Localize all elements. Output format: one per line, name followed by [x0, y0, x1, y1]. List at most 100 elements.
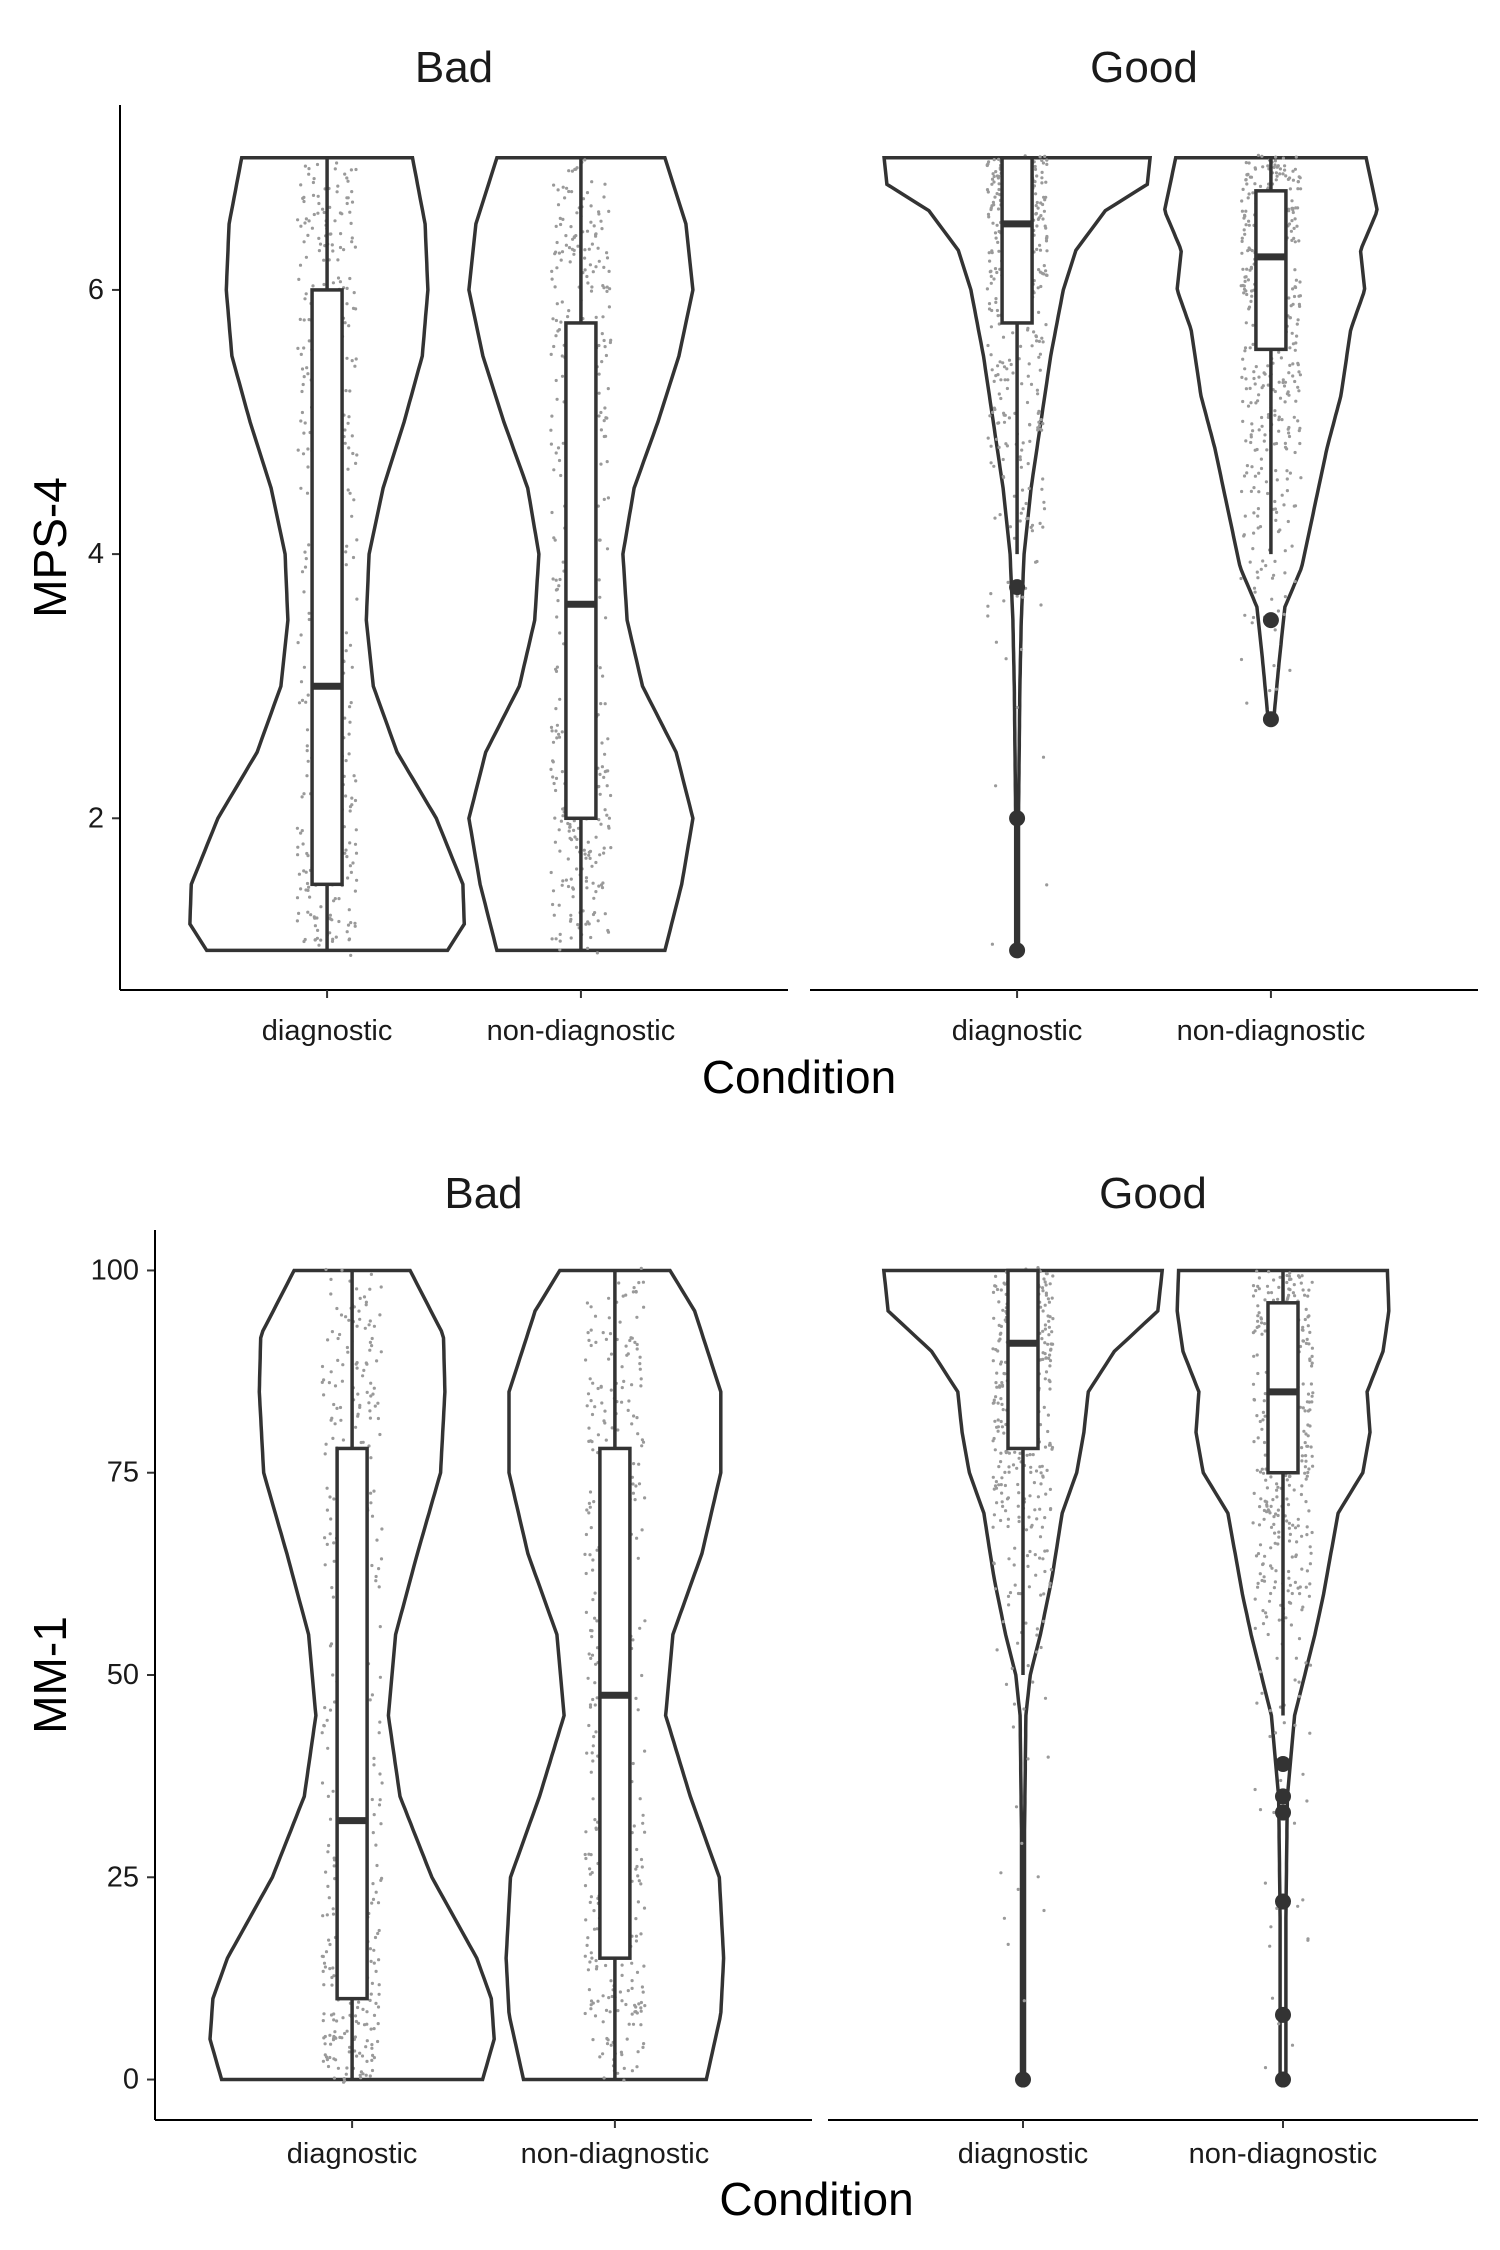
jitter-point	[296, 346, 300, 350]
jitter-point	[356, 2021, 361, 2025]
jitter-point	[1293, 217, 1297, 221]
jitter-point	[571, 887, 576, 891]
jitter-point	[300, 389, 304, 394]
jitter-point	[635, 1864, 639, 1869]
jitter-point	[1025, 1554, 1030, 1558]
jitter-point	[1041, 161, 1045, 165]
jitter-point	[325, 1508, 329, 1512]
jitter-point	[1013, 1546, 1017, 1550]
jitter-point	[594, 234, 598, 238]
jitter-point	[1038, 368, 1042, 372]
jitter-point	[372, 1756, 376, 1760]
jitter-point	[1268, 689, 1272, 693]
jitter-point	[1241, 419, 1245, 423]
jitter-point	[370, 1563, 374, 1568]
x-axis-title: Condition	[719, 2173, 913, 2225]
jitter-point	[1283, 595, 1287, 599]
x-tick-label: non-diagnostic	[1189, 2138, 1378, 2170]
jitter-point	[1037, 409, 1041, 413]
jitter-point	[600, 886, 605, 890]
jitter-point	[1003, 1470, 1007, 1474]
jitter-point	[332, 2076, 336, 2080]
jitter-point	[636, 1874, 640, 1878]
jitter-point	[1303, 1317, 1307, 1322]
jitter-point	[643, 1496, 647, 1500]
jitter-point	[1281, 380, 1285, 385]
jitter-point	[1026, 1564, 1030, 1568]
jitter-point	[639, 2023, 643, 2027]
jitter-point	[352, 774, 356, 778]
jitter-point	[988, 259, 992, 263]
jitter-point	[307, 611, 311, 615]
jitter-point	[307, 617, 311, 622]
jitter-point	[597, 259, 601, 263]
jitter-point	[1277, 380, 1281, 384]
jitter-point	[1241, 357, 1245, 361]
jitter-point	[374, 1843, 378, 1847]
jitter-point	[559, 258, 563, 262]
jitter-point	[1044, 1291, 1048, 1295]
jitter-point	[997, 1465, 1001, 1469]
jitter-point	[1049, 1348, 1053, 1352]
jitter-point	[602, 1419, 606, 1423]
jitter-point	[1246, 196, 1250, 200]
jitter-point	[1285, 1497, 1289, 1501]
jitter-point	[1042, 1405, 1046, 1409]
jitter-point	[597, 578, 601, 582]
jitter-point	[584, 922, 588, 926]
jitter-point	[1281, 378, 1285, 382]
jitter-point	[1243, 349, 1247, 353]
jitter-point	[588, 1705, 593, 1709]
jitter-point	[598, 792, 602, 796]
jitter-point	[1038, 1507, 1042, 1511]
jitter-point	[306, 465, 310, 469]
jitter-point	[1251, 1294, 1256, 1298]
jitter-point	[589, 1305, 593, 1309]
jitter-point	[1268, 1944, 1272, 1948]
jitter-point	[591, 1697, 595, 1702]
jitter-point	[596, 1999, 600, 2003]
jitter-point	[349, 168, 353, 172]
jitter-point	[640, 1673, 644, 1678]
jitter-point	[379, 1822, 383, 1826]
jitter-point	[630, 1383, 634, 1387]
jitter-point	[1260, 424, 1264, 428]
jitter-point	[999, 1518, 1003, 1523]
jitter-point	[630, 2069, 635, 2073]
jitter-point	[1274, 518, 1278, 523]
jitter-point	[331, 249, 335, 253]
jitter-point	[1282, 1721, 1286, 1725]
jitter-point	[608, 2010, 612, 2014]
jitter-point	[998, 513, 1002, 517]
jitter-point	[997, 322, 1001, 326]
jitter-point	[1256, 576, 1260, 580]
jitter-point	[1239, 657, 1244, 662]
jitter-point	[347, 752, 351, 756]
jitter-point	[551, 759, 555, 763]
jitter-point	[1265, 1500, 1269, 1504]
jitter-point	[1045, 158, 1049, 162]
jitter-point	[593, 1818, 597, 1822]
jitter-point	[1258, 184, 1263, 188]
jitter-point	[620, 1973, 624, 1977]
jitter-point	[1261, 559, 1265, 563]
jitter-point	[564, 234, 568, 238]
jitter-point	[321, 2019, 325, 2023]
jitter-point	[312, 177, 316, 181]
jitter-point	[1273, 499, 1277, 504]
jitter-point	[302, 590, 306, 594]
jitter-point	[551, 577, 555, 581]
jitter-point	[335, 161, 339, 165]
jitter-point	[1283, 400, 1287, 404]
jitter-point	[1304, 1307, 1308, 1311]
jitter-point	[594, 835, 598, 839]
jitter-point	[331, 281, 335, 285]
jitter-point	[558, 577, 562, 582]
jitter-point	[372, 1324, 376, 1328]
jitter-point	[302, 346, 306, 350]
jitter-point	[1307, 1288, 1311, 1292]
jitter-point	[573, 167, 577, 171]
jitter-point	[376, 2039, 380, 2044]
jitter-point	[1243, 514, 1247, 518]
jitter-point	[997, 1300, 1001, 1304]
